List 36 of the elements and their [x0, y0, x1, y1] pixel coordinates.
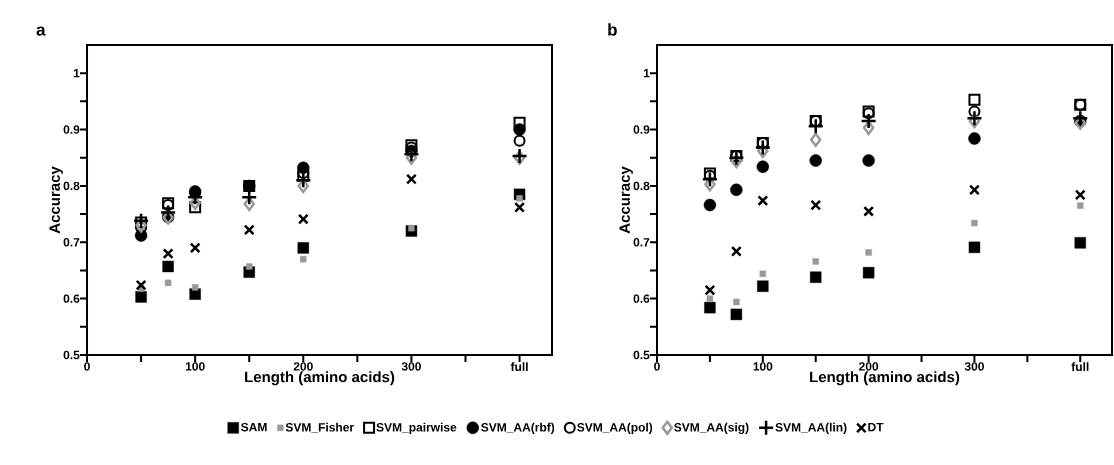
x-tick-label: 0 — [654, 362, 660, 371]
chart-title: b — [608, 23, 617, 36]
legend-label: SVM_AA(sig) — [674, 422, 749, 434]
x-tick-label: full — [1071, 362, 1089, 371]
x-tick-label: 100 — [185, 362, 205, 371]
y-tick-label: 0.8 — [633, 181, 650, 191]
y-tick-label: 0.6 — [633, 294, 650, 303]
y-tick-label: 1 — [73, 69, 80, 78]
y-tick-label: 0.8 — [63, 181, 80, 191]
x-tick-label: 300 — [401, 362, 421, 371]
legend-label: SVM_pairwise — [376, 422, 457, 434]
y-axis-title: Accuracy — [619, 166, 633, 234]
legend-label: SVM_AA(pol) — [577, 422, 653, 434]
y-axis-title: Accuracy — [49, 166, 63, 234]
x-axis-title: Length (amino acids) — [810, 371, 960, 386]
y-tick-label: 0.9 — [633, 125, 650, 134]
legend-label: SAM — [241, 422, 267, 432]
legend-label: SVM_AA(lin) — [775, 422, 847, 434]
y-tick-label: 0.7 — [633, 238, 650, 247]
x-tick-label: 0 — [84, 362, 90, 371]
y-tick-label: 0.5 — [63, 350, 80, 360]
legend-label: DT — [868, 422, 884, 432]
x-tick-label: full — [510, 362, 528, 371]
chart-title: a — [36, 26, 46, 36]
x-tick-label: 100 — [753, 362, 773, 371]
y-tick-label: 0.9 — [63, 125, 80, 134]
legend-label: SVM_Fisher — [285, 422, 354, 433]
legend-label: SVM_AA(rbf) — [481, 422, 555, 434]
x-axis-title: Length (amino acids) — [245, 371, 395, 386]
x-tick-label: 200 — [293, 362, 313, 371]
y-tick-label: 0.7 — [63, 238, 80, 247]
x-tick-label: 300 — [964, 362, 984, 371]
x-tick-label: 200 — [859, 362, 879, 371]
y-tick-label: 0.6 — [63, 294, 80, 303]
y-tick-label: 0.5 — [633, 350, 650, 360]
y-tick-label: 1 — [643, 69, 650, 78]
